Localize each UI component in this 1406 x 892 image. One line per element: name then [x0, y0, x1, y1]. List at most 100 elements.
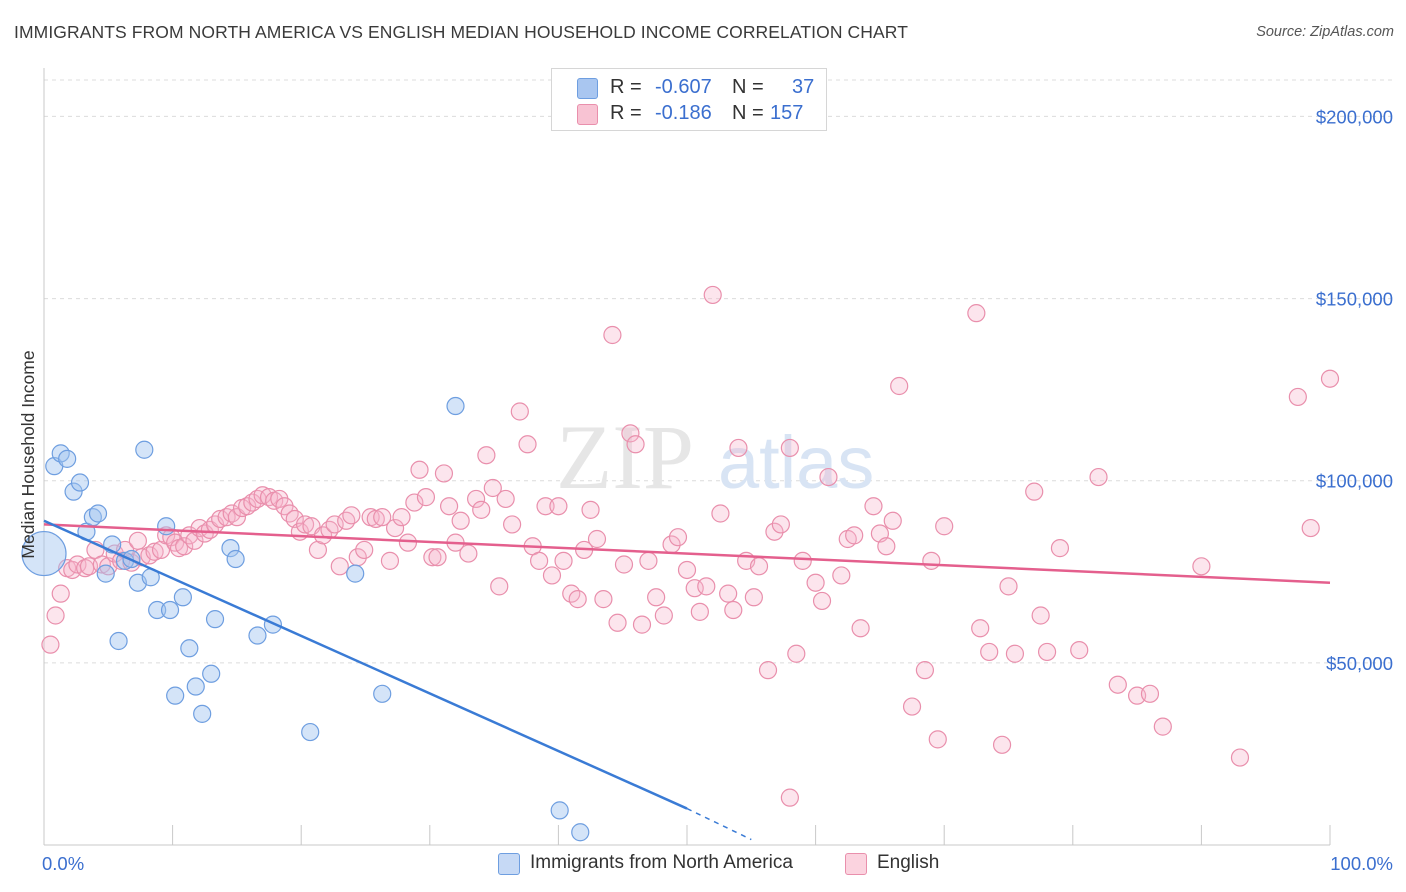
legend-swatch-english	[577, 104, 598, 125]
english-point	[614, 555, 634, 574]
immigrants-point	[173, 588, 192, 607]
english-point	[758, 661, 778, 680]
english-point	[1140, 684, 1160, 703]
english-point	[1070, 641, 1089, 660]
immigrants-point	[58, 449, 77, 468]
english-point	[765, 522, 784, 541]
english-point	[366, 509, 385, 529]
english-point	[1320, 369, 1340, 388]
english-point	[330, 557, 349, 576]
english-point	[1301, 518, 1320, 538]
axis-labels: $50,000 $100,000 $150,000 $200,000 0.0% 100.0…	[18, 106, 1393, 874]
legend-row-immigrants: R = -0.607 N = 37	[552, 75, 826, 101]
immigrants-point	[226, 549, 245, 569]
english-point	[477, 446, 496, 465]
english-point	[587, 529, 607, 549]
english-point	[405, 493, 424, 512]
english-point	[483, 478, 502, 498]
series-label-english: English	[877, 852, 940, 873]
legend-n-label: N =	[732, 76, 764, 98]
immigrants-point	[21, 530, 67, 577]
watermark: ZIP atlas	[556, 406, 874, 508]
english-point	[999, 577, 1018, 596]
english-point	[697, 577, 716, 596]
legend-r-label: R =	[610, 76, 642, 98]
immigrants-point	[571, 823, 590, 842]
english-point	[967, 304, 986, 323]
english-point	[503, 515, 522, 534]
immigrants-point	[157, 517, 176, 536]
english-point	[92, 555, 111, 574]
english-point	[581, 500, 600, 519]
immigrants-point	[64, 482, 83, 501]
english-point	[883, 511, 902, 530]
immigrants-point	[446, 396, 465, 416]
english-point	[787, 644, 806, 663]
x-tick-label-min: 0.0%	[42, 853, 84, 874]
english-point	[677, 560, 697, 580]
english-point	[1037, 642, 1057, 662]
immigrants-point	[202, 664, 221, 683]
english-point	[41, 635, 60, 654]
immigrants-trend-extension	[686, 807, 752, 841]
english-point	[793, 551, 812, 570]
source-note: Source: ZipAtlas.com	[1256, 24, 1394, 40]
english-point	[337, 511, 356, 530]
english-point	[510, 402, 529, 421]
english-point	[711, 504, 730, 523]
english-points	[41, 285, 1340, 807]
english-point	[928, 730, 947, 749]
english-point	[554, 551, 573, 570]
english-point	[434, 464, 454, 483]
legend-swatch-immigrants	[577, 78, 598, 99]
english-point	[423, 548, 442, 567]
y-tick-label: $200,000	[1316, 106, 1393, 127]
english-point	[392, 508, 411, 527]
english-point	[1089, 467, 1108, 487]
english-point	[603, 325, 622, 345]
english-point	[744, 588, 763, 607]
english-point	[385, 518, 405, 538]
english-point	[819, 467, 838, 487]
immigrants-point	[148, 600, 167, 620]
immigrants-point	[550, 801, 569, 820]
english-point	[542, 566, 562, 585]
english-point	[890, 376, 909, 396]
english-point	[451, 511, 470, 530]
legend-n-value: 37	[792, 76, 815, 98]
immigrants-point	[186, 677, 205, 696]
y-tick-label: $50,000	[1326, 653, 1393, 674]
english-point	[549, 497, 568, 516]
immigrants-point	[346, 564, 365, 583]
immigrants-point	[205, 610, 225, 629]
series-label-immigrants: Immigrants from North America	[530, 852, 793, 873]
english-point	[1230, 748, 1250, 767]
series-swatch-english	[845, 853, 867, 875]
english-point	[1050, 539, 1070, 558]
x-tick-label-max: 100.0%	[1330, 853, 1393, 874]
english-point	[568, 590, 587, 609]
english-point	[812, 591, 832, 611]
y-axis-title: Median Household Income	[18, 350, 38, 558]
legend-r-label: R =	[610, 102, 642, 124]
english-point	[668, 528, 688, 547]
english-point	[496, 489, 515, 509]
immigrants-points	[21, 396, 590, 842]
english-point	[971, 619, 990, 638]
axis-layer	[43, 68, 1331, 846]
english-point	[51, 584, 70, 603]
english-point	[1153, 717, 1172, 736]
chart-title: IMMIGRANTS FROM NORTH AMERICA VS ENGLISH…	[14, 22, 908, 42]
english-point	[355, 540, 374, 560]
immigrants-trend-line	[43, 519, 688, 810]
english-point	[1192, 557, 1211, 576]
english-point	[864, 497, 883, 516]
english-point	[428, 548, 447, 567]
english-point	[806, 573, 825, 592]
english-point	[439, 497, 459, 516]
watermark-atlas: atlas	[718, 421, 874, 504]
english-point	[1108, 675, 1127, 694]
english-point	[719, 584, 738, 603]
english-point	[685, 579, 704, 598]
